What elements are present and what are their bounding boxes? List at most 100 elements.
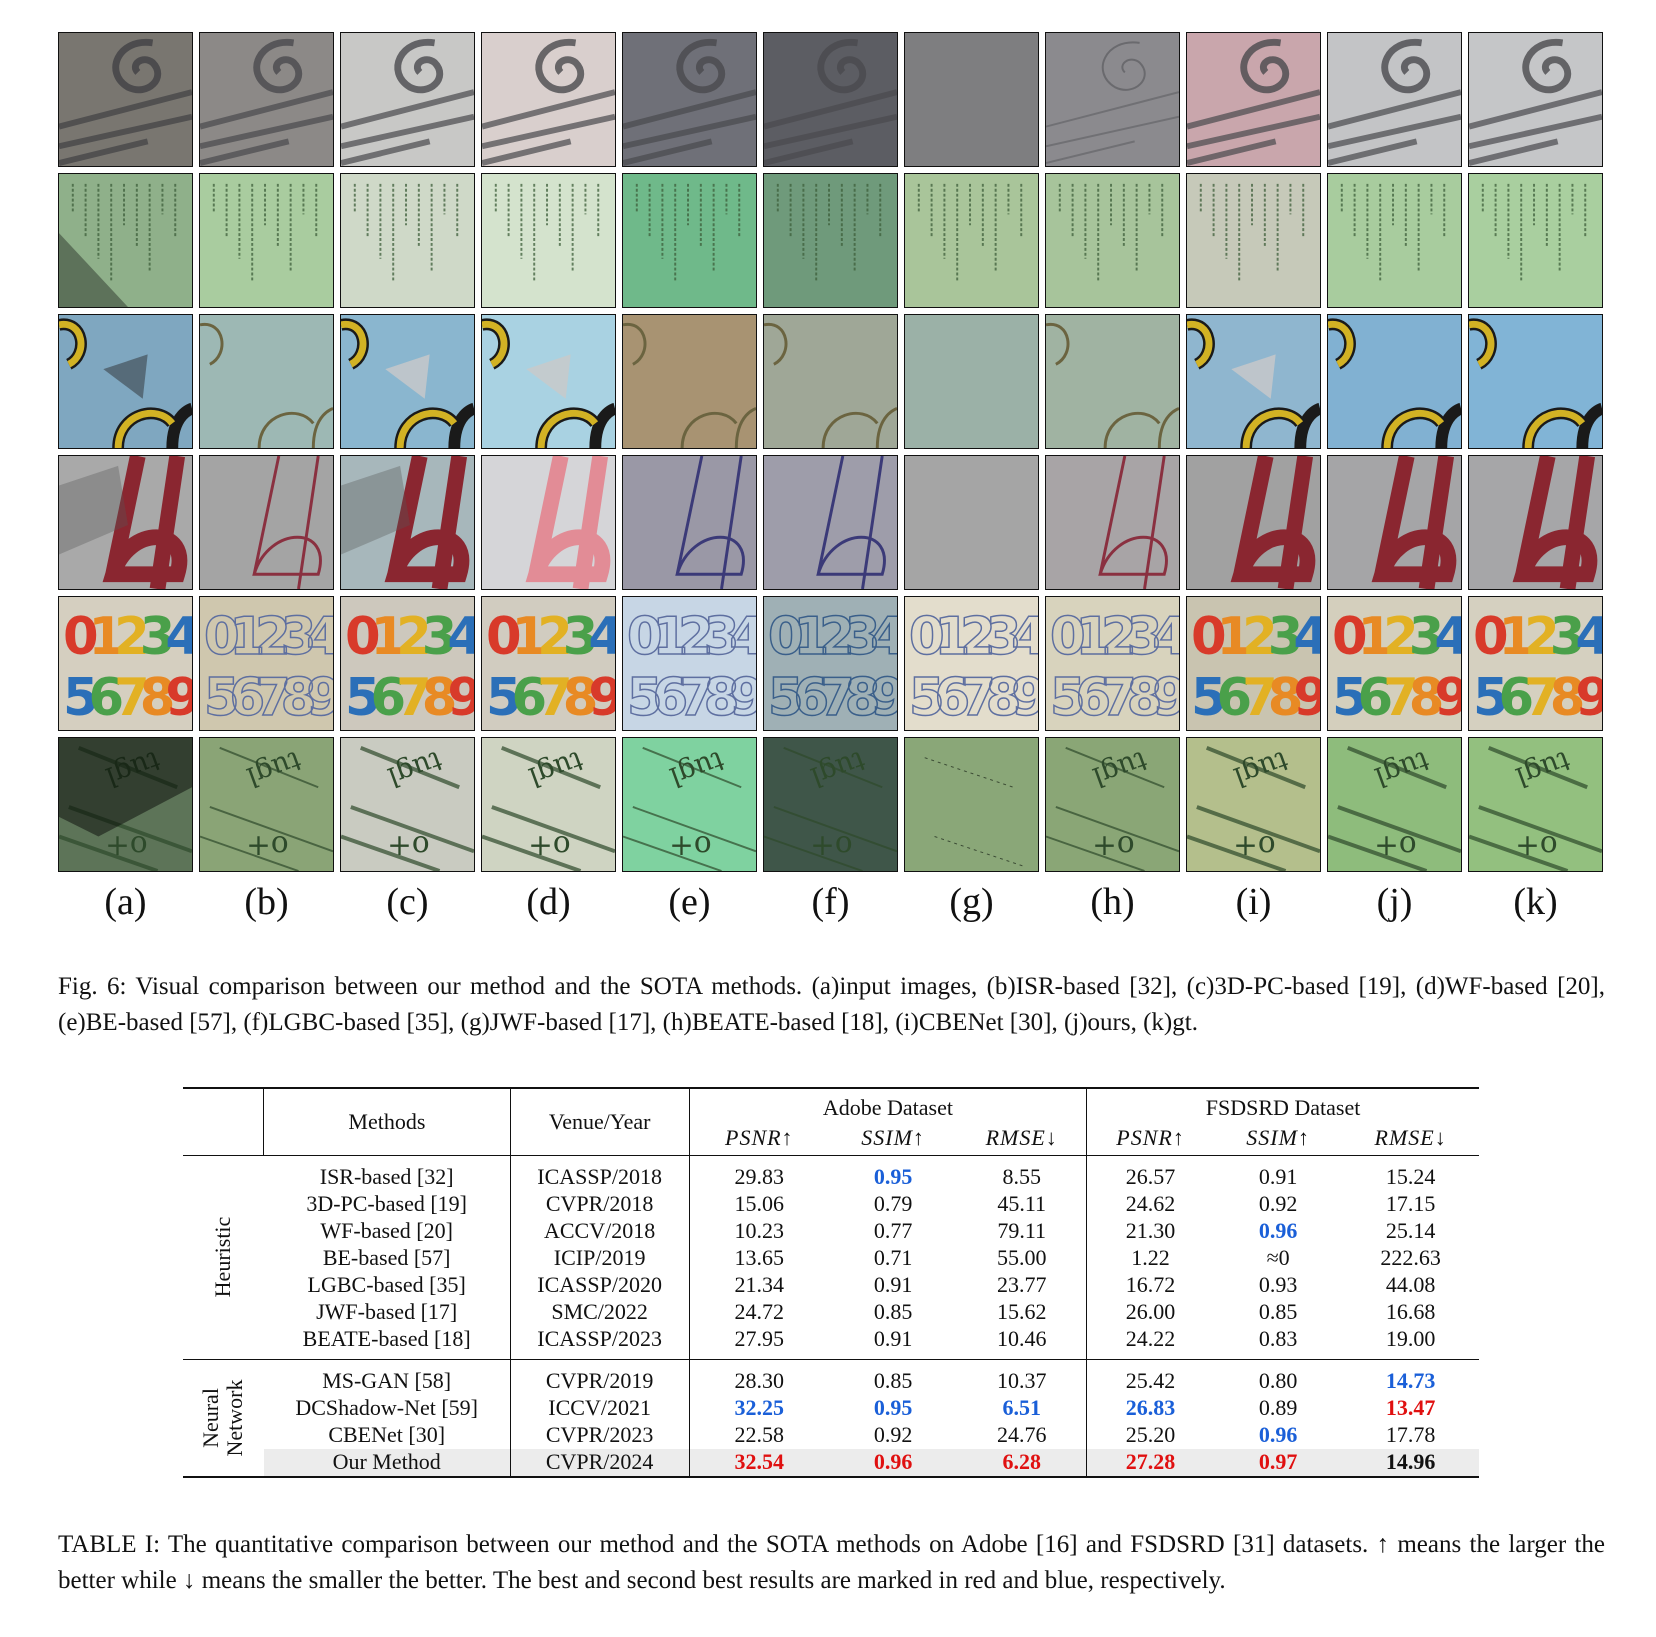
svg-text:5: 5 (1191, 668, 1227, 728)
result-thumbnail (1186, 173, 1321, 308)
svg-text:4: 4 (870, 607, 897, 667)
result-thumbnail (1327, 314, 1462, 449)
svg-text:8: 8 (1268, 668, 1304, 728)
group-label-line: Network (222, 1379, 248, 1456)
metric-value-cell: 32.54 (689, 1448, 829, 1477)
svg-text:8: 8 (422, 668, 458, 728)
group-label-line: Neural (198, 1387, 224, 1448)
svg-text:0: 0 (1332, 607, 1368, 667)
svg-text:6: 6 (794, 668, 830, 728)
svg-text:5: 5 (1473, 668, 1509, 728)
metric-header: SSIM↑ (1246, 1124, 1310, 1150)
figure-rows: 0516273849051627384905162738490516273849… (58, 32, 1605, 872)
result-thumbnail (904, 173, 1039, 308)
metric-header: RMSE↓ (957, 1121, 1088, 1155)
svg-text:7: 7 (819, 668, 855, 728)
result-thumbnail (1186, 455, 1321, 590)
metric-value-cell: ≈0 (1266, 1245, 1290, 1270)
table-row: BE-based [57] ICIP/2019 13.65 0.71 55.00 1.22… (183, 1244, 1479, 1272)
metric-value-cell: 15.24 (1385, 1164, 1436, 1189)
metric-value-cell: 222.63 (1380, 1245, 1441, 1270)
table-row: Neural Network MS-GAN [58] CVPR/2019 28.30 0.… (183, 1359, 1479, 1456)
svg-text:3: 3 (1409, 607, 1445, 667)
adobe-dataset-header: Adobe Dataset (689, 1088, 1088, 1121)
result-thumbnail (1468, 173, 1603, 308)
svg-text:4: 4 (1011, 607, 1038, 667)
metric-value-cell: 0.95 (873, 1164, 913, 1189)
svg-text:6: 6 (1358, 668, 1394, 728)
metric-value-cell: 0.91 (1258, 1164, 1298, 1189)
svg-text:3: 3 (986, 607, 1022, 667)
svg-text:1: 1 (512, 607, 548, 667)
svg-text:9: 9 (1152, 668, 1179, 728)
venue-cell: ICASSP/2020 (510, 1271, 690, 1299)
svg-text:6: 6 (653, 668, 689, 728)
metric-value-cell: 32.25 (734, 1395, 785, 1420)
result-thumbnail: 0516273849 (1468, 596, 1603, 731)
group-label: Heuristic (210, 1216, 236, 1298)
svg-text:8: 8 (845, 668, 881, 728)
figure-row (58, 173, 1605, 308)
table-row: Our Method CVPR/2024 32.54 0.96 6.28 27.28 0.9… (183, 1448, 1479, 1477)
svg-text:9: 9 (870, 668, 897, 728)
svg-text:2: 2 (537, 607, 573, 667)
svg-text:9: 9 (447, 668, 474, 728)
metric-value-cell: 0.85 (873, 1299, 913, 1324)
metric-value-cell: 24.72 (734, 1299, 785, 1324)
result-thumbnail (58, 314, 193, 449)
result-thumbnail (481, 314, 616, 449)
metric-value-cell: 26.83 (1125, 1395, 1176, 1420)
svg-text:o+: o+ (1092, 830, 1135, 864)
svg-text:7: 7 (1242, 668, 1278, 728)
method-cell: JWF-based [17] (263, 1298, 511, 1326)
svg-text:4: 4 (1152, 607, 1179, 667)
result-thumbnail (199, 455, 334, 590)
svg-text:5: 5 (63, 668, 99, 728)
metric-value-cell: 23.77 (957, 1271, 1088, 1299)
result-thumbnail (904, 737, 1039, 872)
column-label: (h) (1090, 881, 1135, 923)
metric-value-cell: 22.58 (734, 1422, 785, 1447)
figure-row: tugl o+ tugl o+ tugl o+ tugl o+ tugl o+ tugl o+ tugl… (58, 737, 1605, 872)
svg-text:5: 5 (909, 668, 945, 728)
svg-text:5: 5 (486, 668, 522, 728)
result-thumbnail (1468, 32, 1603, 167)
svg-text:6: 6 (512, 668, 548, 728)
metric-value-cell: 24.22 (1125, 1326, 1176, 1351)
svg-text:6: 6 (1217, 668, 1253, 728)
result-thumbnail (58, 173, 193, 308)
method-cell: 3D-PC-based [19] (263, 1190, 511, 1218)
svg-text:2: 2 (1524, 607, 1560, 667)
column-label: (b) (244, 881, 289, 923)
svg-text:7: 7 (537, 668, 573, 728)
metric-value-cell: 26.57 (1125, 1164, 1176, 1189)
svg-text:7: 7 (255, 668, 291, 728)
metric-value-cell: 0.79 (873, 1191, 913, 1216)
svg-text:7: 7 (1524, 668, 1560, 728)
metric-value-cell: 0.92 (873, 1422, 913, 1447)
result-thumbnail: 0516273849 (904, 596, 1039, 731)
method-cell: WF-based [20] (263, 1217, 511, 1245)
svg-text:0: 0 (345, 607, 381, 667)
svg-text:7: 7 (114, 668, 150, 728)
figure-row: 0516273849051627384905162738490516273849… (58, 596, 1605, 731)
venue-cell: ICASSP/2023 (510, 1325, 690, 1359)
result-thumbnail (1468, 455, 1603, 590)
svg-text:6: 6 (89, 668, 125, 728)
result-thumbnail: tugl o+ (1327, 737, 1462, 872)
metric-value-cell: 0.96 (1258, 1218, 1298, 1243)
result-thumbnail: tugl o+ (481, 737, 616, 872)
svg-text:8: 8 (986, 668, 1022, 728)
svg-text:3: 3 (1550, 607, 1586, 667)
result-thumbnail (199, 314, 334, 449)
result-thumbnail (763, 32, 898, 167)
svg-text:0: 0 (768, 607, 804, 667)
metric-value-cell: 15.06 (734, 1191, 785, 1216)
result-thumbnail (340, 32, 475, 167)
result-thumbnail: 0516273849 (763, 596, 898, 731)
metric-value-cell: 6.28 (957, 1448, 1088, 1477)
svg-text:0: 0 (204, 607, 240, 667)
metric-value-cell: 0.93 (1258, 1272, 1298, 1297)
metric-value-cell: 21.30 (1125, 1218, 1176, 1243)
result-thumbnail (763, 314, 898, 449)
